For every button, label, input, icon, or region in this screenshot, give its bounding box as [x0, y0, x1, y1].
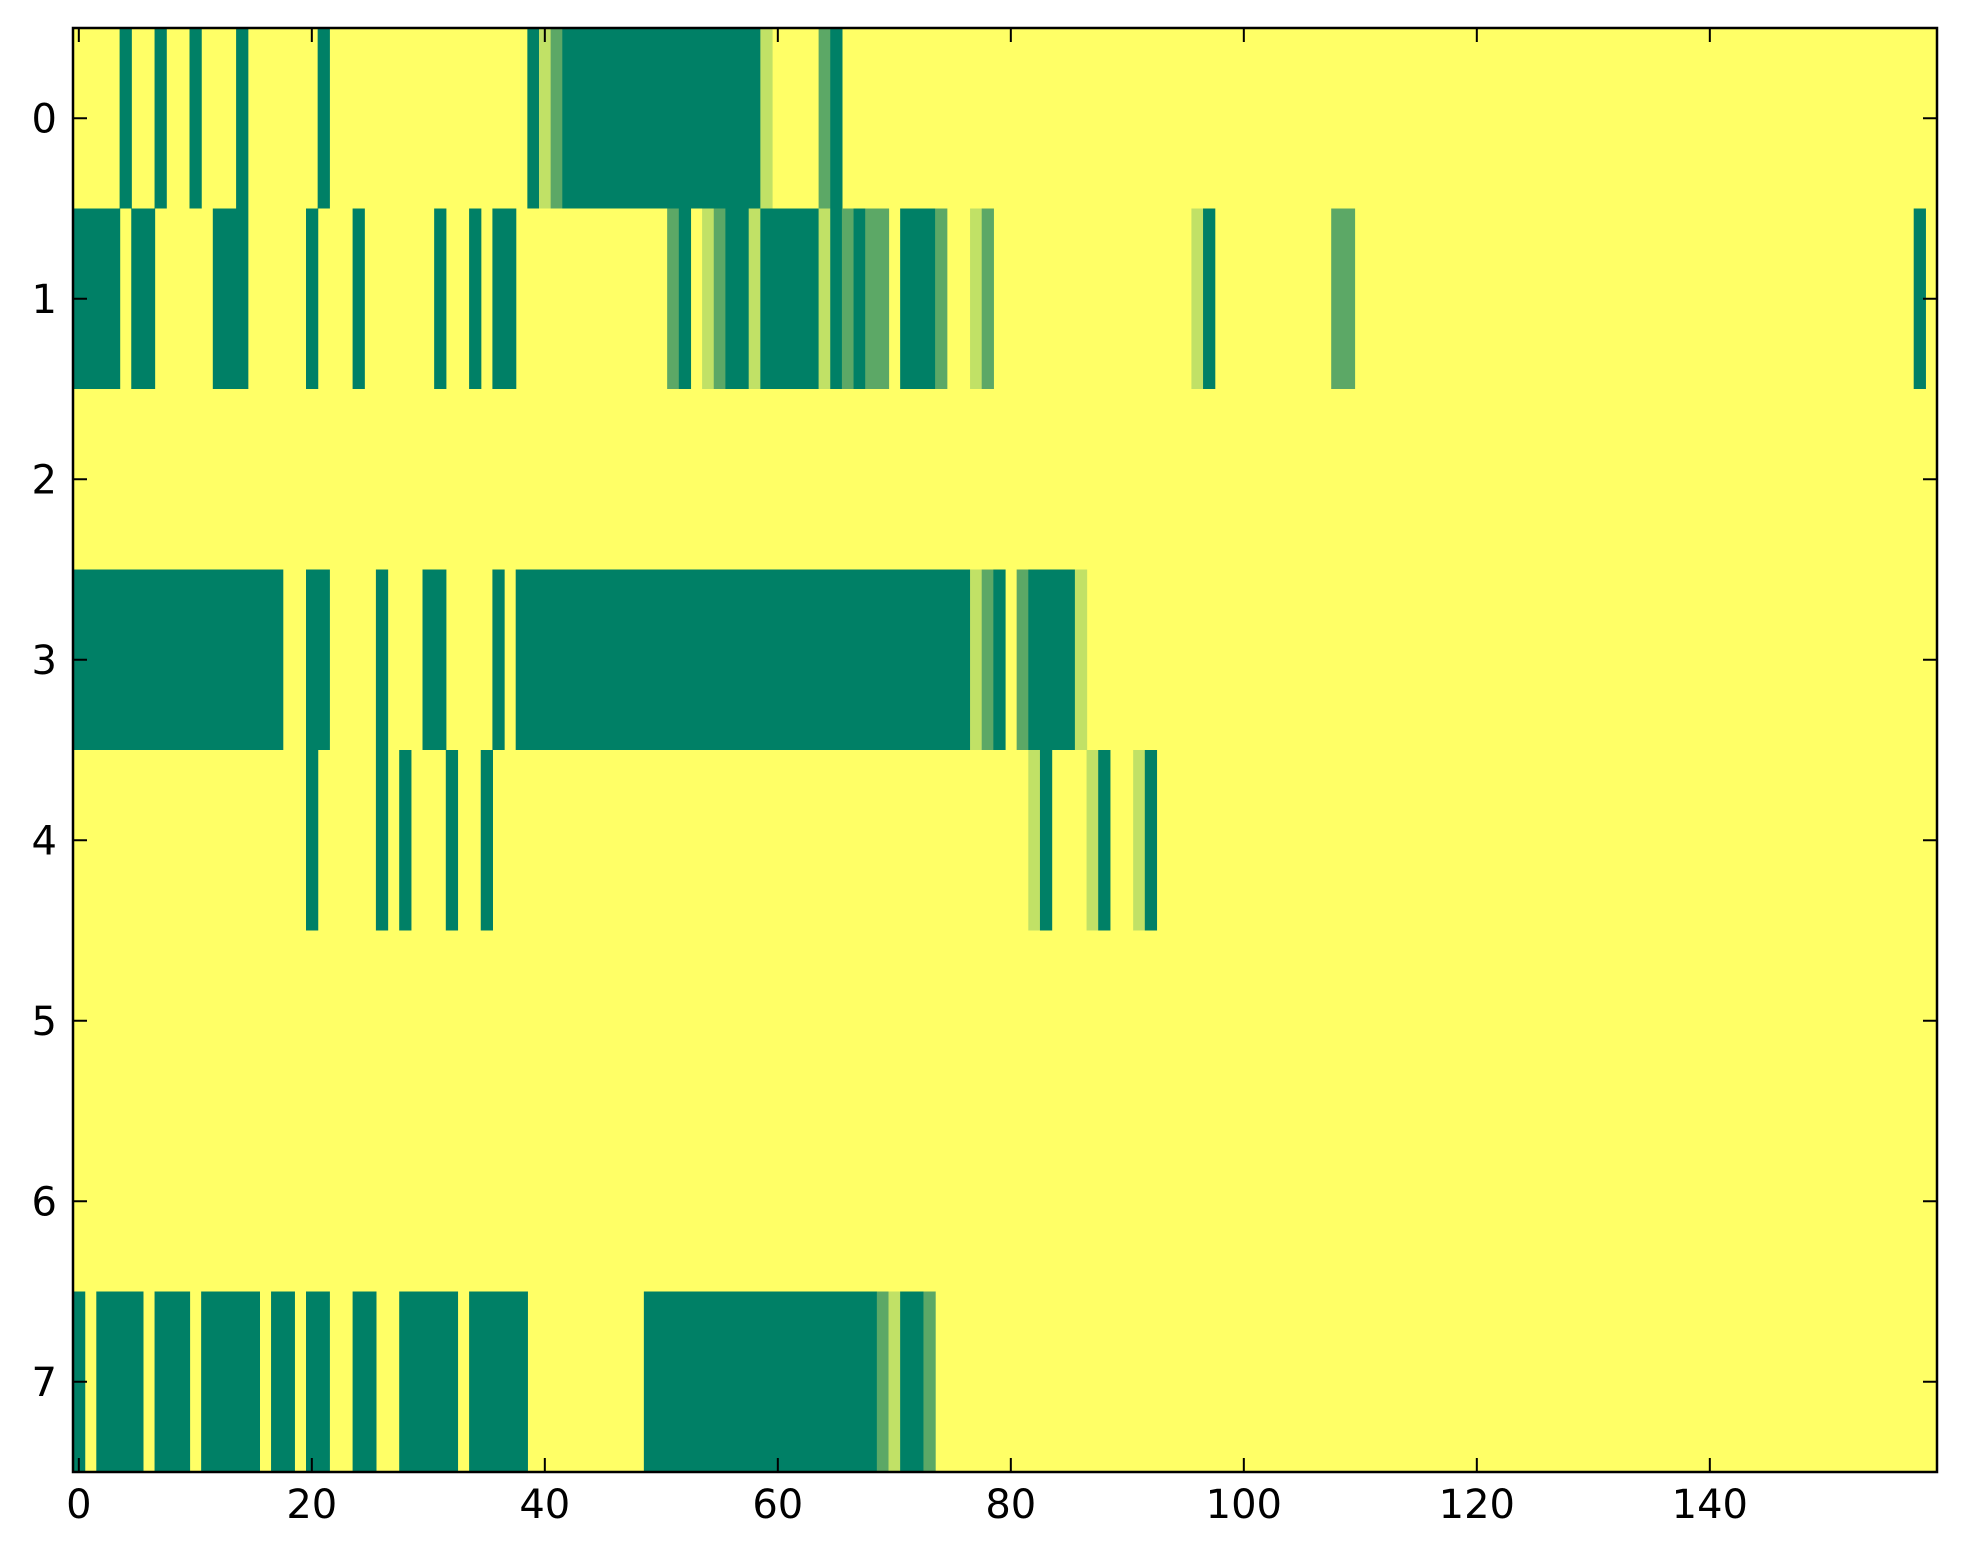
y-tick-label: 1: [32, 277, 57, 323]
heatmap-cell: [352, 208, 365, 389]
heatmap-cell: [306, 208, 319, 389]
heatmap-cell: [154, 28, 167, 209]
heatmap-cell: [853, 208, 866, 389]
heatmap-cell: [830, 28, 843, 209]
heatmap-cell: [515, 569, 971, 750]
heatmap-cell: [527, 28, 540, 209]
heatmap-cell: [702, 208, 715, 389]
heatmap-cell: [1144, 750, 1158, 931]
heatmap-cell: [1331, 208, 1356, 389]
heatmap-cell: [562, 28, 761, 209]
heatmap-cell: [422, 569, 447, 750]
heatmap-cell: [876, 1291, 890, 1472]
heatmap-cell: [469, 1291, 528, 1472]
heatmap-cell: [119, 28, 132, 209]
heatmap-cell: [550, 28, 563, 209]
heatmap-cell: [1191, 208, 1204, 389]
x-tick-label: 20: [286, 1482, 337, 1528]
heatmap-cell: [445, 750, 459, 931]
heatmap-cell: [131, 208, 156, 389]
heatmap-cell: [772, 208, 820, 389]
heatmap-cell: [236, 28, 249, 209]
heatmap-cell: [643, 1291, 878, 1472]
y-tick-label: 3: [32, 638, 57, 684]
heatmap-cell: [317, 28, 330, 209]
heatmap-cell: [830, 208, 843, 389]
heatmap-cell: [865, 208, 890, 389]
y-tick-label: 5: [32, 999, 57, 1045]
heatmap-cell: [1039, 750, 1053, 931]
heatmap-cell: [935, 208, 948, 389]
x-axis: 0 20 40 60 80 100 120 140: [66, 28, 1748, 1528]
heatmap-cell: [1098, 750, 1111, 931]
heatmap-cell: [96, 1291, 144, 1472]
heatmap-cell: [678, 208, 692, 389]
axes-frame: [71, 26, 1939, 1474]
heatmap-cell: [492, 208, 517, 389]
heatmap-cell: [993, 569, 1006, 750]
heatmap-cell: [189, 28, 202, 209]
y-tick-label: 4: [32, 818, 57, 864]
heatmap-cell: [667, 208, 680, 389]
heatmap-cell: [970, 208, 983, 389]
x-tick-label: 100: [1206, 1482, 1282, 1528]
heatmap-cell: [1133, 750, 1146, 931]
heatmap-cell: [399, 1291, 459, 1472]
heatmap-cell: [1074, 569, 1088, 750]
heatmap-cell: [480, 750, 493, 931]
heatmap-cell: [981, 569, 994, 750]
heatmap-cell: [352, 1291, 377, 1472]
heatmap-cell: [888, 1291, 901, 1472]
heatmap-cell: [1913, 208, 1926, 389]
heatmap-cell: [981, 208, 994, 389]
heatmap-cell: [970, 569, 983, 750]
heatmap-cell: [1086, 750, 1099, 931]
heatmap-cell: [713, 208, 726, 389]
x-tick-label: 0: [66, 1482, 91, 1528]
heatmap-cell: [725, 208, 750, 389]
heatmap-cell: [818, 208, 831, 389]
heatmap-cell: [434, 208, 447, 389]
heatmap-cell: [760, 28, 773, 209]
heatmap-cell: [900, 208, 936, 389]
heatmap-cell: [201, 1291, 260, 1472]
heatmap-cell: [271, 1291, 295, 1472]
heatmap-cell: [306, 1291, 330, 1472]
y-tick-label: 0: [32, 96, 57, 142]
x-tick-label: 40: [519, 1482, 570, 1528]
x-tick-label: 60: [752, 1482, 803, 1528]
heatmap-cell: [399, 750, 412, 931]
x-tick-label: 140: [1672, 1482, 1748, 1528]
heatmap-cell: [1203, 208, 1216, 389]
heatmap-cell: [1028, 750, 1041, 931]
heatmap-cell: [306, 750, 319, 931]
x-tick-label: 120: [1439, 1482, 1515, 1528]
heatmap-cell: [212, 208, 249, 389]
y-tick-label: 2: [32, 457, 57, 503]
heatmap-cell: [841, 208, 855, 389]
heatmap-cell: [375, 569, 389, 750]
heatmap-cell: [760, 208, 773, 389]
heatmap-cell: [923, 1291, 936, 1472]
y-tick-label: 7: [32, 1360, 57, 1406]
heatmap-cell: [539, 28, 552, 209]
heatmap-cell: [818, 28, 831, 209]
heatmap-cell: [492, 569, 505, 750]
heatmap-cell: [73, 569, 284, 750]
heatmap-cell: [375, 750, 389, 931]
heatmap-cell: [469, 208, 482, 389]
x-tick-label: 80: [985, 1482, 1036, 1528]
heatmap-cell: [306, 569, 330, 750]
heatmap-cell: [748, 208, 761, 389]
y-tick-label: 6: [32, 1179, 57, 1225]
heatmap-cell: [154, 1291, 191, 1472]
heatmap-cell: [1016, 569, 1029, 750]
heatmap-cell: [900, 1291, 925, 1472]
heatmap-cell: [1028, 569, 1076, 750]
y-axis: 0 1 2 3 4 5 6 7: [32, 96, 1937, 1406]
plot-area: [73, 28, 1937, 1472]
